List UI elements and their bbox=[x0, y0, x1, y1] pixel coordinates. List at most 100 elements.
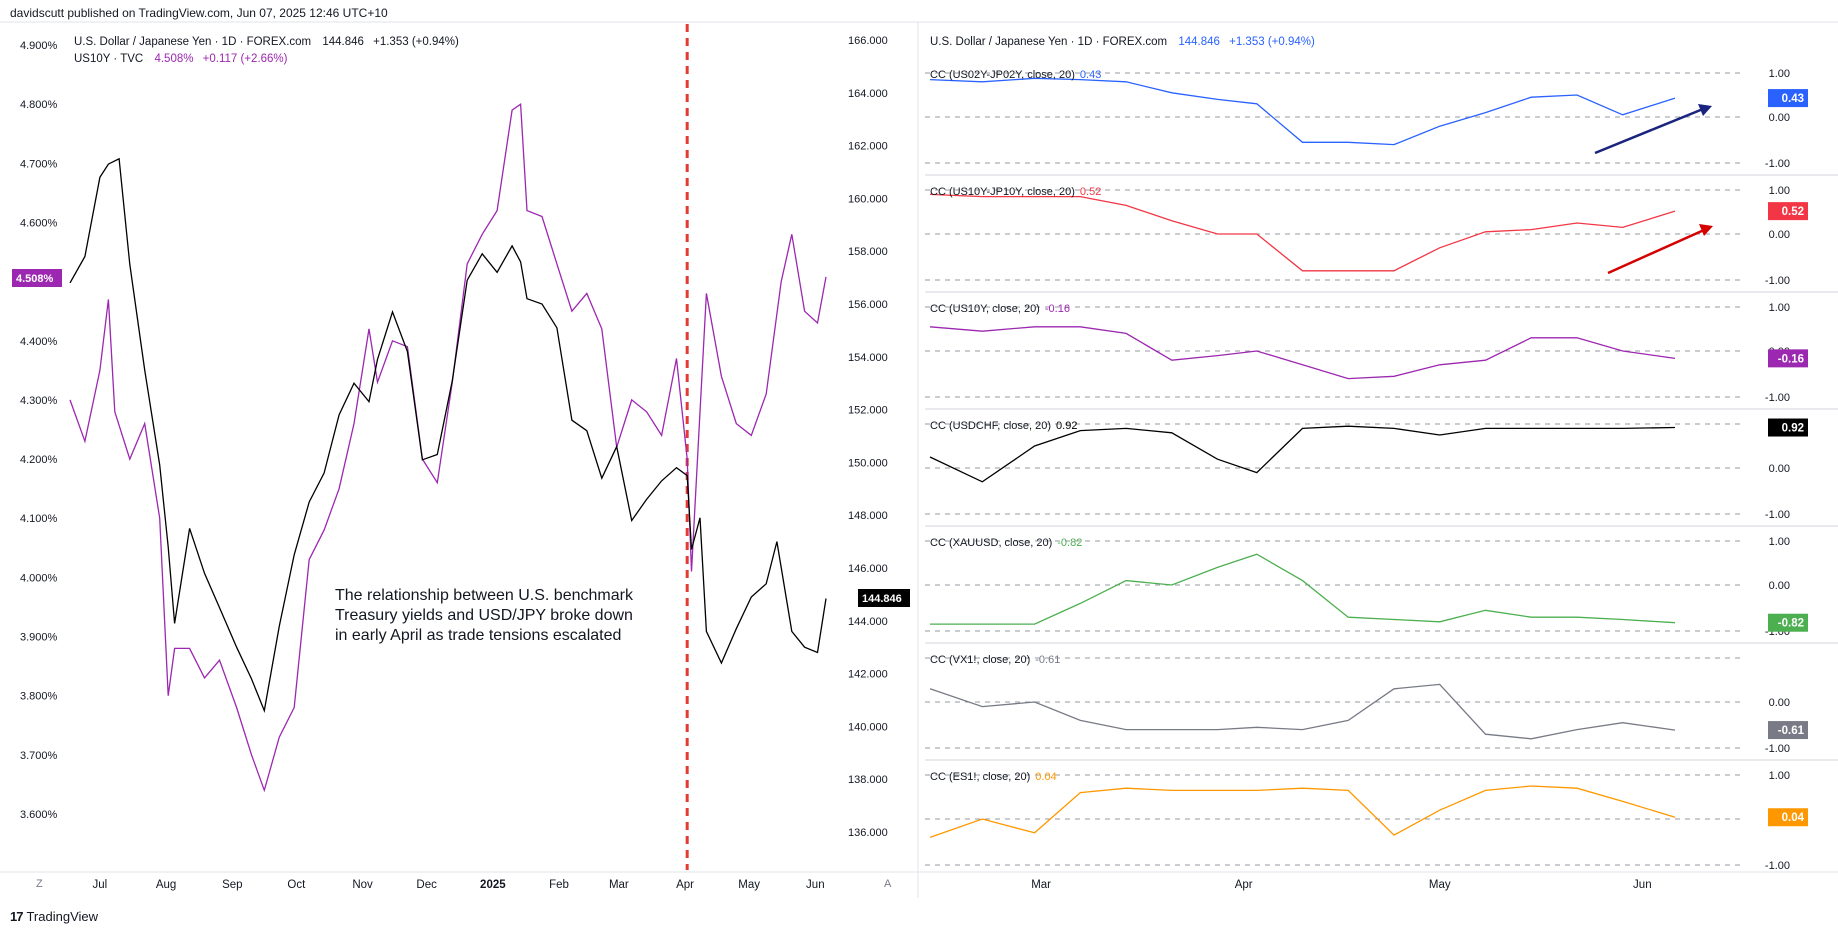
panel-label: CC (USDCHF, close, 20) 0.92 bbox=[930, 420, 1077, 432]
panel-axis-tick: 0.00 bbox=[1769, 229, 1790, 241]
panel-axis-tick: -1.00 bbox=[1765, 743, 1790, 755]
panel-axis-tick: -1.00 bbox=[1765, 860, 1790, 872]
left-x-tick: Sep bbox=[222, 879, 242, 891]
series-line-us10y bbox=[69, 103, 827, 793]
panel-value-badge-text: 0.43 bbox=[1782, 93, 1804, 105]
panel-axis-tick: 0.00 bbox=[1769, 580, 1790, 592]
footer-brand-label: TradingView bbox=[26, 909, 99, 924]
left-x-tick: Oct bbox=[287, 879, 306, 891]
panel-label-text: CC (XAUUSD, close, 20) bbox=[930, 537, 1052, 549]
panel-label-text: CC (USDCHF, close, 20) bbox=[930, 420, 1051, 432]
right-x-tick: Apr bbox=[1235, 879, 1253, 891]
panel-line-xauusd bbox=[930, 553, 1676, 625]
right-axis-tick: 164.000 bbox=[848, 88, 888, 100]
panel-axis-tick: -1.00 bbox=[1765, 158, 1790, 170]
usdjpy-last-label: 144.846 bbox=[862, 593, 902, 605]
footer-brand[interactable]: 17 TradingView bbox=[10, 909, 98, 924]
panel-label: CC (XAUUSD, close, 20) -0.82 bbox=[930, 537, 1082, 549]
panel-label-text: CC (US10Y, close, 20) bbox=[930, 303, 1040, 315]
left-chart-axes: 4.900%4.800%4.700%4.600%4.500%4.400%4.30… bbox=[20, 35, 888, 891]
zoom-button[interactable]: Z bbox=[36, 878, 43, 890]
right-x-tick: May bbox=[1429, 879, 1451, 891]
right-axis-tick: 138.000 bbox=[848, 774, 888, 786]
panel-label: CC (ES1!, close, 20) 0.04 bbox=[930, 771, 1057, 783]
left-axis-tick: 4.100% bbox=[20, 513, 58, 525]
left-chart-series bbox=[69, 24, 827, 870]
annotation-line-2: Treasury yields and USD/JPY broke down bbox=[335, 607, 633, 624]
left-x-tick: Aug bbox=[156, 879, 176, 891]
left-axis-tick: 4.200% bbox=[20, 454, 58, 466]
right-axis-tick: 156.000 bbox=[848, 299, 888, 311]
panel-value-badge-text: 0.92 bbox=[1782, 423, 1804, 435]
left-header2-last: 4.508% bbox=[154, 53, 193, 65]
panel-label-value: 0.92 bbox=[1056, 420, 1077, 432]
right-chart-frame bbox=[925, 72, 1838, 866]
arrow-annotation-blue bbox=[1594, 104, 1712, 155]
left-x-tick: Jul bbox=[93, 879, 108, 891]
left-axis-tick: 3.600% bbox=[20, 809, 58, 821]
us10y-last-badge: 4.508% bbox=[12, 269, 62, 287]
left-x-tick: May bbox=[738, 879, 760, 891]
panel-label-value: -0.82 bbox=[1057, 537, 1082, 549]
panel-value-badge bbox=[1768, 721, 1808, 740]
panel-line-us10y bbox=[929, 326, 1676, 380]
panel-value-badge bbox=[1768, 613, 1808, 632]
panel-line-es1! bbox=[929, 785, 1676, 839]
panel-axis-tick: 1.00 bbox=[1769, 68, 1790, 80]
right-axis-tick: 150.000 bbox=[848, 457, 888, 469]
left-x-tick: Jun bbox=[806, 879, 825, 891]
left-chart-frame bbox=[0, 21, 1838, 898]
panel-label-text: CC (US10Y-JP10Y, close, 20) bbox=[930, 186, 1075, 198]
panel-label-text: CC (US02Y-JP02Y, close, 20) bbox=[930, 69, 1075, 81]
left-header-line2: US10Y · TVC 4.508% +0.117 (+2.66%) bbox=[74, 53, 288, 65]
panel-label: CC (US10Y-JP10Y, close, 20) 0.52 bbox=[930, 186, 1101, 198]
right-x-tick: Mar bbox=[1031, 879, 1051, 891]
panel-axis-tick: -1.00 bbox=[1765, 392, 1790, 404]
right-axis-tick: 148.000 bbox=[848, 510, 888, 522]
panel-value-badge-text: -0.16 bbox=[1778, 353, 1804, 365]
right-header-last: 144.846 bbox=[1178, 36, 1220, 48]
panel-value-badge-text: -0.82 bbox=[1778, 618, 1804, 630]
left-x-tick: Apr bbox=[676, 879, 694, 891]
us10y-last-label: 4.508% bbox=[16, 273, 54, 285]
publish-line: davidscutt published on TradingView.com,… bbox=[10, 6, 388, 20]
left-axis-tick: 4.900% bbox=[20, 40, 58, 52]
panel-value-badge bbox=[1768, 202, 1808, 221]
panel-label-text: CC (VX1!, close, 20) bbox=[930, 654, 1030, 666]
left-header-last: 144.846 bbox=[322, 36, 364, 48]
panel-axis-tick: 0.00 bbox=[1769, 463, 1790, 475]
panel-label: CC (US02Y-JP02Y, close, 20) 0.43 bbox=[930, 69, 1101, 81]
panel-axis-tick: -1.00 bbox=[1765, 509, 1790, 521]
panel-line-vx1! bbox=[929, 683, 1676, 740]
right-axis-tick: 166.000 bbox=[848, 35, 888, 47]
panel-value-badge bbox=[1768, 418, 1808, 437]
right-axis-tick: 158.000 bbox=[848, 246, 888, 258]
left-axis-tick: 4.800% bbox=[20, 99, 58, 111]
left-x-tick: Mar bbox=[609, 879, 629, 891]
left-x-tick: Feb bbox=[549, 879, 569, 891]
panel-axis-tick: 1.00 bbox=[1769, 536, 1790, 548]
right-axis-tick: 142.000 bbox=[848, 669, 888, 681]
left-header2-change: +0.117 (+2.66%) bbox=[203, 53, 288, 65]
panel-value-badge bbox=[1768, 349, 1808, 368]
usdjpy-last-badge: 144.846 bbox=[858, 589, 910, 607]
panel-axis-tick: 1.00 bbox=[1769, 302, 1790, 314]
left-header-change: +1.353 (+0.94%) bbox=[373, 36, 459, 48]
right-header-change: +1.353 (+0.94%) bbox=[1229, 36, 1315, 48]
auto-scale-button[interactable]: A bbox=[884, 878, 892, 890]
panel-value-badge-text: 0.52 bbox=[1782, 206, 1804, 218]
panel-label-text: CC (ES1!, close, 20) bbox=[930, 771, 1030, 783]
panel-line-us10y-jp10y bbox=[929, 193, 1676, 272]
left-axis-tick: 4.700% bbox=[20, 158, 58, 170]
panel-line-usdchf bbox=[929, 425, 1676, 483]
left-axis-tick: 3.900% bbox=[20, 632, 58, 644]
panel-axis-tick: -1.00 bbox=[1765, 275, 1790, 287]
annotation-line-3: in early April as trade tensions escalat… bbox=[335, 627, 621, 644]
panel-axis-tick: 1.00 bbox=[1769, 770, 1790, 782]
left-axis-tick: 4.000% bbox=[20, 572, 58, 584]
panel-axis-tick: 0.00 bbox=[1769, 112, 1790, 124]
panel-label: CC (US10Y, close, 20) -0.16 bbox=[930, 303, 1070, 315]
right-axis-tick: 160.000 bbox=[848, 193, 888, 205]
left-header-line1: U.S. Dollar / Japanese Yen · 1D · FOREX.… bbox=[74, 36, 459, 48]
